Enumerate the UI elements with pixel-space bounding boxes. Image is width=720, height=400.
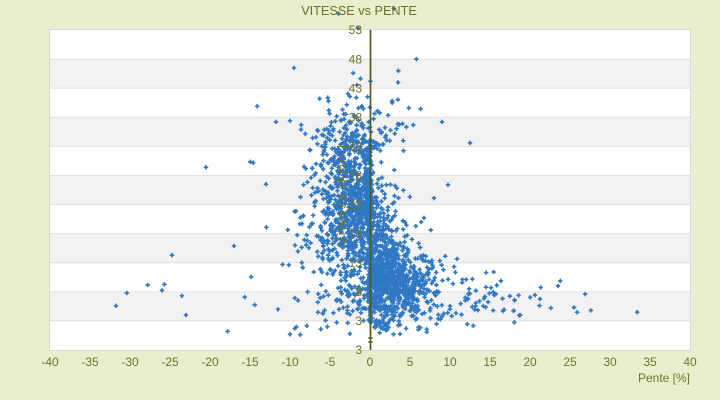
svg-text:-40: -40 xyxy=(41,355,59,369)
svg-text:38: 38 xyxy=(349,110,363,124)
svg-text:5: 5 xyxy=(407,355,414,369)
svg-text:-5: -5 xyxy=(325,355,336,369)
svg-text:Pente [%]: Pente [%] xyxy=(638,371,690,385)
svg-text:-30: -30 xyxy=(121,355,139,369)
svg-text:25: 25 xyxy=(563,355,577,369)
svg-text:-20: -20 xyxy=(201,355,219,369)
svg-text:-25: -25 xyxy=(161,355,179,369)
svg-text:23: 23 xyxy=(349,198,363,212)
svg-text:-35: -35 xyxy=(81,355,99,369)
svg-text:43: 43 xyxy=(349,81,363,95)
svg-text:3: 3 xyxy=(355,314,362,328)
svg-text:30: 30 xyxy=(603,355,617,369)
svg-text:48: 48 xyxy=(349,52,363,66)
svg-text:3: 3 xyxy=(355,343,362,357)
svg-text:35: 35 xyxy=(643,355,657,369)
svg-text:13: 13 xyxy=(349,256,363,270)
svg-text:18: 18 xyxy=(349,227,363,241)
svg-text:28: 28 xyxy=(349,169,363,183)
svg-text:15: 15 xyxy=(483,355,497,369)
svg-text:0: 0 xyxy=(367,355,374,369)
svg-text:40: 40 xyxy=(683,355,697,369)
svg-text:20: 20 xyxy=(523,355,537,369)
svg-text:8: 8 xyxy=(355,285,362,299)
svg-text:10: 10 xyxy=(443,355,457,369)
svg-text:33: 33 xyxy=(349,140,363,154)
svg-text:Vitesse [km/h]: Vitesse [km/h] xyxy=(335,143,349,245)
svg-text:VITESSE vs PENTE: VITESSE vs PENTE xyxy=(301,4,417,18)
svg-text:53: 53 xyxy=(349,23,363,37)
svg-text:-10: -10 xyxy=(281,355,299,369)
svg-text:-15: -15 xyxy=(241,355,259,369)
